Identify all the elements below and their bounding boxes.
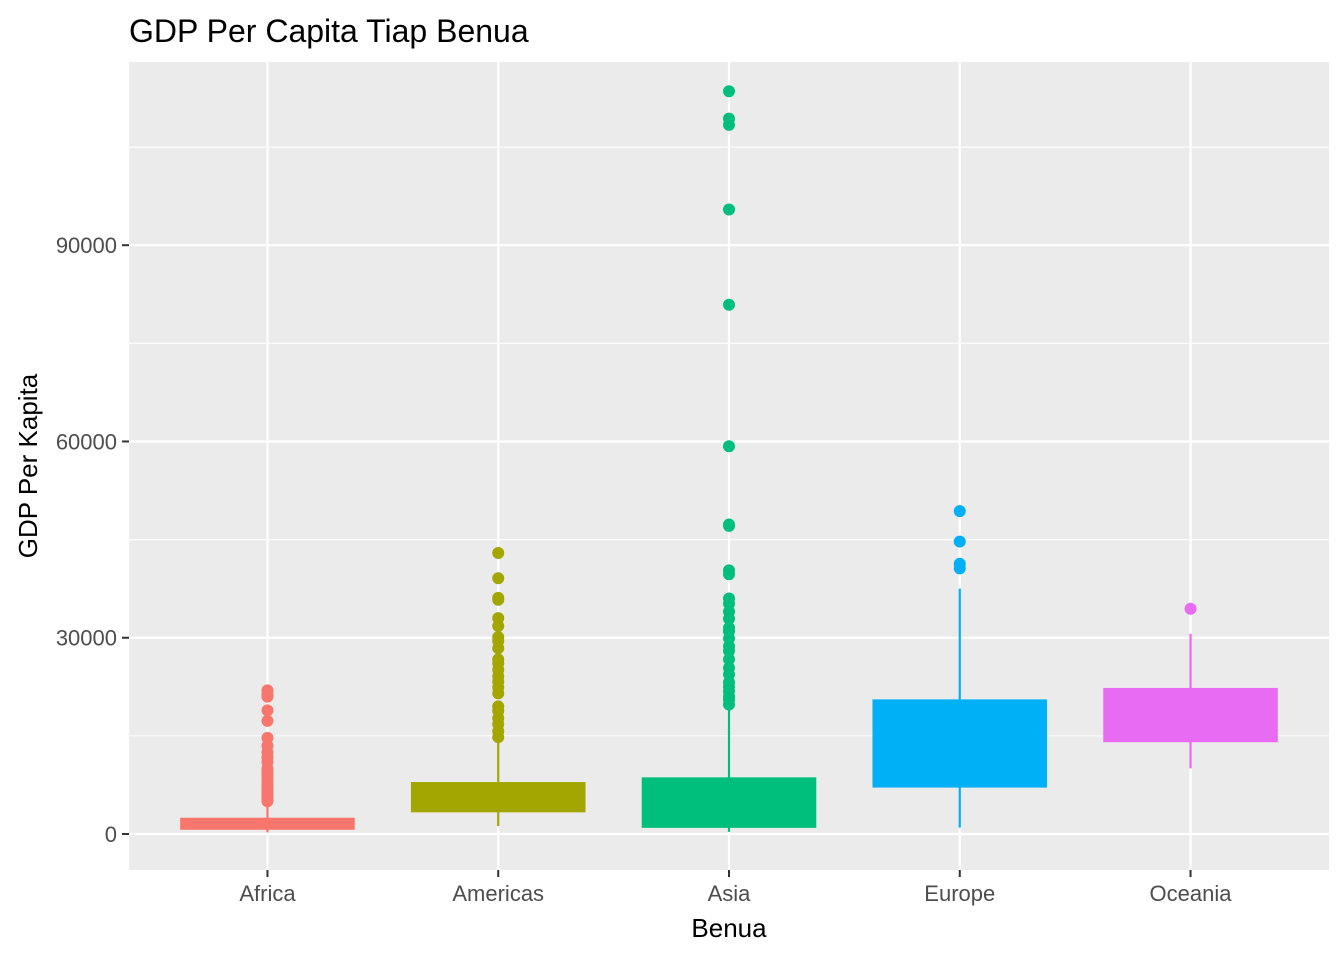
x-tick-label-europe: Europe: [924, 881, 995, 906]
x-tick-label-americas: Americas: [452, 881, 544, 906]
outlier-point-americas-19: [492, 591, 505, 604]
outlier-point-americas-15: [492, 631, 505, 644]
outlier-point-africa-19: [261, 704, 274, 717]
y-tick-label-1: 30000: [56, 626, 117, 651]
y-tick-label-0: 0: [105, 822, 117, 847]
outlier-point-africa-18: [261, 714, 274, 727]
y-axis-title: GDP Per Kapita: [13, 373, 43, 558]
outlier-point-americas-17: [492, 612, 505, 625]
outlier-point-americas-20: [492, 572, 505, 585]
x-tick-label-asia: Asia: [708, 881, 752, 906]
box-group-europe: [872, 505, 1048, 828]
outlier-point-asia-13: [723, 621, 735, 634]
outlier-point-asia-23: [723, 298, 735, 311]
box-group-asia: [641, 85, 817, 832]
outlier-point-asia-17: [723, 592, 735, 605]
outlier-point-africa-17: [261, 731, 274, 744]
box-asia: [641, 777, 817, 828]
outlier-point-europe-2: [953, 535, 966, 548]
outlier-point-asia-27: [723, 85, 735, 98]
outlier-point-americas-5: [492, 700, 505, 713]
outlier-point-americas-12: [492, 653, 505, 666]
y-axis: 0 30000 60000 90000: [56, 233, 129, 847]
outlier-point-africa-22: [261, 684, 274, 697]
outlier-point-europe-3: [953, 505, 966, 518]
outlier-point-americas-21: [492, 547, 505, 560]
x-axis: Africa Americas Asia Europe Oceania: [239, 870, 1232, 906]
outlier-point-asia-21: [723, 518, 735, 531]
outlier-point-europe-1: [953, 557, 966, 570]
box-africa: [180, 817, 355, 830]
box-group-oceania: [1103, 602, 1278, 769]
outlier-point-asia-19: [723, 564, 735, 577]
box-group-africa: [180, 684, 355, 833]
x-tick-label-oceania: Oceania: [1150, 881, 1233, 906]
chart-title: GDP Per Capita Tiap Benua: [129, 13, 529, 49]
outlier-point-asia-22: [723, 440, 735, 453]
box-europe: [872, 699, 1048, 788]
outlier-point-asia-7: [723, 661, 735, 674]
outlier-point-asia-26: [723, 112, 735, 125]
box-group-americas: [410, 547, 586, 827]
outlier-point-asia-8: [723, 653, 735, 666]
x-axis-title: Benua: [691, 913, 767, 943]
outlier-point-oceania-0: [1184, 602, 1197, 615]
outlier-point-asia-24: [723, 203, 735, 216]
x-tick-label-africa: Africa: [239, 881, 296, 906]
y-tick-label-3: 90000: [56, 233, 117, 258]
boxes-layer: [180, 85, 1278, 833]
y-tick-label-2: 60000: [56, 429, 117, 454]
